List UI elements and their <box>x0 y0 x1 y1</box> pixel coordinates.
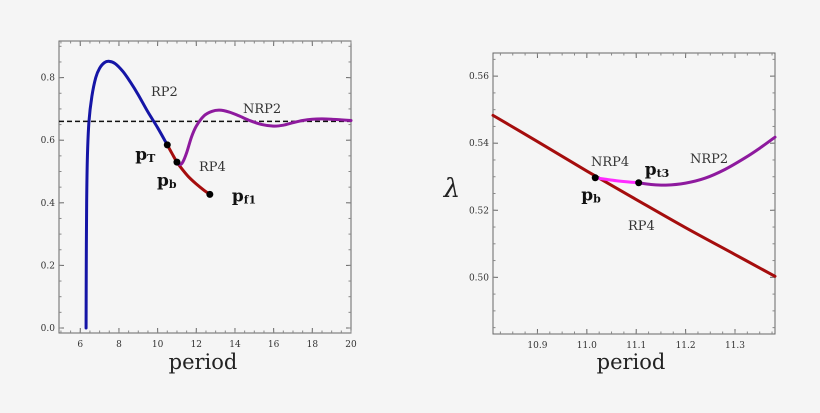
point-label: pb <box>581 186 601 206</box>
x-axis-label: period <box>169 350 238 374</box>
curve-nrp2 <box>175 108 353 167</box>
point-pb <box>591 174 599 182</box>
plot-frame <box>58 40 352 334</box>
point-pt3 <box>635 179 643 187</box>
point-label-subscript: f1 <box>244 193 256 206</box>
curve-rp4 <box>165 143 212 196</box>
curve-nrp2 <box>637 135 777 187</box>
x-tick-label: 16 <box>268 340 280 350</box>
x-tick-label: 8 <box>116 340 122 350</box>
y-tick-label: 0.8 <box>41 74 56 84</box>
curves <box>84 59 353 330</box>
point-pt <box>163 141 171 149</box>
point-label-subscript: t3 <box>657 167 670 180</box>
y-axis-label: λ <box>443 174 460 204</box>
x-tick-label: 10 <box>152 340 164 350</box>
curve-rp4 <box>491 113 777 278</box>
y-tick-label: 0.50 <box>469 273 489 283</box>
curves <box>491 113 777 278</box>
point-label: pt3 <box>645 160 670 180</box>
label-nrp2: NRP2 <box>243 102 281 117</box>
y-tick-label: 0.6 <box>41 136 56 146</box>
point-pf1 <box>206 190 214 198</box>
label-nrp4: NRP4 <box>591 155 629 170</box>
point-label-base: p <box>581 186 593 206</box>
curve-nrp4 <box>593 176 641 185</box>
x-tick-label: 20 <box>345 340 357 350</box>
curve-rp2 <box>84 59 169 330</box>
x-tick-label: 6 <box>77 340 83 350</box>
point-label: pT <box>135 145 156 165</box>
point-label: pb <box>157 171 177 191</box>
x-tick-label: 10.9 <box>527 341 547 351</box>
x-tick-label: 14 <box>229 340 241 350</box>
label-rp4: RP4 <box>199 160 226 175</box>
y-tick-label: 0.4 <box>41 199 56 209</box>
point-label: pf1 <box>232 186 256 206</box>
x-tick-label: 11.2 <box>676 341 696 351</box>
y-tick-label: 0.56 <box>469 72 489 82</box>
x-tick-label: 18 <box>307 340 319 350</box>
right-plot: 10.9 11.0 11.1 11.2 11.30.500.520.540.56 pbp… <box>443 52 777 374</box>
point-label-base: p <box>157 171 169 191</box>
point-label-base: p <box>232 186 244 206</box>
y-tick-label: 0.54 <box>469 139 489 149</box>
axis-ticks: 6 8 10 12 14 16 18 20 0.0 0.2 0.4 0.6 0.8 <box>41 41 357 350</box>
label-rp2: RP2 <box>151 85 178 100</box>
point-label-base: p <box>135 145 147 165</box>
point-label-subscript: T <box>147 152 156 165</box>
label-nrp2: NRP2 <box>690 152 728 167</box>
point-label-base: p <box>645 160 657 180</box>
x-axis-label: period <box>597 350 666 374</box>
y-tick-label: 0.0 <box>41 324 56 334</box>
plot-frame <box>492 52 776 335</box>
point-label-subscript: b <box>593 193 601 206</box>
axis-ticks: 10.9 11.0 11.1 11.2 11.3 0.50 0.52 0.54 0.56 <box>469 53 775 351</box>
x-tick-label: 11.3 <box>725 341 745 351</box>
label-rp4: RP4 <box>628 219 655 234</box>
x-tick-label: 11.0 <box>577 341 597 351</box>
point-pb <box>173 158 181 166</box>
y-tick-label: 0.2 <box>41 261 55 271</box>
y-tick-label: 0.52 <box>469 206 489 216</box>
x-tick-label: 12 <box>191 340 202 350</box>
point-label-subscript: b <box>169 178 177 191</box>
x-tick-label: 11.1 <box>626 341 646 351</box>
